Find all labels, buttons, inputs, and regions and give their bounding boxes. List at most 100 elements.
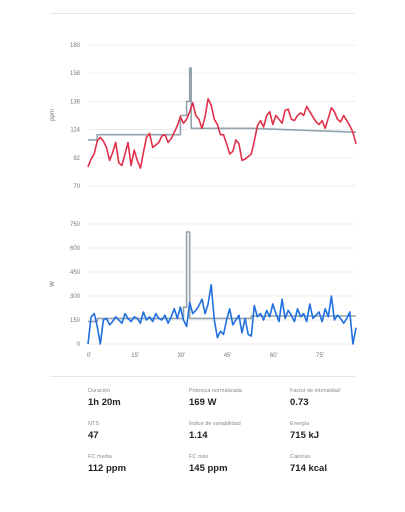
data-point: [204, 313, 206, 315]
stat-label: Índice de variabilidad: [189, 421, 241, 427]
y-tick-label: 150: [70, 318, 81, 324]
y-tick-label: 450: [70, 270, 81, 276]
data-point: [284, 109, 286, 111]
data-point: [263, 319, 265, 321]
data-point: [213, 118, 215, 120]
data-point: [183, 122, 184, 124]
data-point: [306, 321, 308, 323]
data-point: [281, 122, 283, 124]
data-point: [130, 321, 132, 323]
data-point: [99, 136, 101, 138]
data-point: [297, 115, 298, 116]
data-point: [355, 327, 357, 329]
data-point: [250, 153, 252, 155]
data-point: [186, 118, 188, 120]
data-point: [287, 309, 289, 311]
data-point: [176, 317, 178, 319]
data-point: [133, 316, 135, 318]
data-point: [109, 159, 111, 161]
data-point: [152, 147, 154, 148]
data-point: [195, 309, 197, 311]
data-point: [118, 319, 120, 321]
data-point: [321, 120, 323, 122]
data-point: [173, 308, 175, 310]
data-point: [309, 303, 311, 305]
stat-value: 145 ppm: [189, 463, 228, 474]
data-point: [343, 322, 345, 324]
y-tick-label: 158: [70, 71, 81, 77]
data-point: [195, 115, 197, 116]
data-point: [293, 321, 295, 323]
reference-line: [88, 231, 356, 323]
data-point: [318, 124, 320, 125]
stat-label: FC máx: [189, 454, 209, 460]
data-point: [167, 141, 169, 143]
stat-value: 0.73: [290, 397, 309, 408]
data-point: [115, 141, 117, 143]
data-point: [189, 301, 191, 303]
data-point: [124, 153, 126, 155]
data-point: [266, 309, 268, 311]
y-tick-label: 0: [77, 342, 81, 348]
data-point: [118, 162, 120, 164]
data-point: [346, 317, 348, 319]
data-point: [324, 127, 326, 129]
data-point: [149, 132, 151, 134]
data-point: [155, 313, 157, 315]
data-point: [96, 325, 98, 327]
data-point: [142, 152, 144, 154]
data-point: [87, 166, 89, 168]
data-point: [244, 317, 246, 319]
data-point: [355, 143, 357, 145]
data-point: [330, 107, 332, 109]
data-point: [324, 308, 326, 310]
data-point: [112, 321, 114, 323]
data-point: [102, 140, 104, 142]
x-tick-label: 45': [224, 353, 232, 359]
data-point: [306, 106, 308, 107]
data-point: [272, 303, 274, 305]
data-point: [133, 149, 135, 151]
stat-energy: Energía 715 kJ: [290, 421, 370, 442]
x-tick-label: 75': [316, 353, 324, 359]
series-line: [87, 98, 357, 169]
stat-value: 715 kJ: [290, 430, 320, 441]
stats-divider: [50, 376, 355, 377]
data-point: [333, 319, 335, 321]
stat-value: 169 W: [189, 397, 217, 408]
data-point: [149, 316, 151, 318]
y-tick-label: 180: [70, 43, 81, 49]
stat-label: Potencia normalizada: [189, 388, 242, 394]
data-point: [275, 115, 277, 116]
stat-value: 112 ppm: [88, 463, 127, 474]
data-point: [247, 333, 249, 335]
data-point: [213, 319, 215, 321]
y-tick-label: 600: [70, 246, 81, 252]
data-point: [281, 298, 283, 300]
data-point: [238, 143, 240, 145]
x-tick-label: 30': [177, 353, 185, 359]
data-point: [327, 117, 329, 119]
data-point: [121, 165, 123, 166]
data-point: [303, 115, 305, 116]
data-point: [210, 104, 212, 106]
data-point: [93, 313, 95, 315]
data-point: [220, 330, 221, 332]
data-point: [241, 159, 243, 161]
data-point: [198, 305, 200, 307]
data-point: [204, 116, 206, 118]
y-tick-label: 114: [70, 128, 80, 134]
data-point: [266, 115, 268, 116]
data-point: [241, 332, 243, 334]
data-point: [315, 314, 317, 316]
data-point: [321, 321, 323, 323]
data-point: [130, 165, 132, 166]
data-point: [102, 319, 104, 321]
data-point: [256, 316, 258, 318]
data-point: [142, 311, 144, 313]
stat-variability-index: Índice de variabilidad 1.14: [189, 421, 290, 442]
data-point: [244, 158, 246, 160]
data-point: [207, 303, 209, 305]
stat-tss: NTS 47: [88, 421, 189, 442]
data-point: [152, 321, 154, 323]
